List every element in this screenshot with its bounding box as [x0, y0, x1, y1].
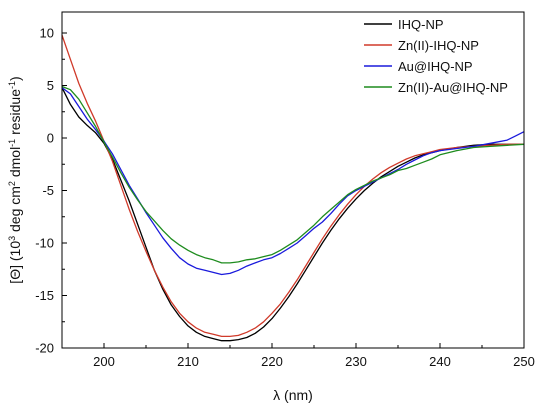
y-tick-label: 0	[47, 131, 54, 146]
y-axis-title-part: )	[7, 76, 23, 81]
y-tick-label: 10	[40, 26, 54, 41]
plot-frame	[61, 11, 525, 349]
y-axis-title-part: deg cm	[7, 186, 23, 236]
x-tick-label: 200	[93, 354, 115, 369]
legend: IHQ-NP Zn(II)-IHQ-NP Au@IHQ-NP Zn(II)-Au…	[364, 17, 508, 95]
legend-label-au-ihq-np: Au@IHQ-NP	[398, 59, 473, 74]
x-tick-label: 240	[429, 354, 451, 369]
series-line-2	[61, 87, 525, 276]
y-axis-title-part: [Θ] (10	[7, 241, 23, 284]
x-tick-label: 220	[261, 354, 283, 369]
series-line-0	[61, 87, 524, 342]
legend-label-zn-au-ihq-np: Zn(II)-Au@IHQ-NP	[398, 80, 508, 95]
y-axis-title-part: residue	[7, 89, 23, 139]
y-tick-label: -5	[42, 183, 54, 198]
y-tick-label: -20	[35, 341, 54, 356]
series-lines	[61, 34, 525, 342]
x-tick-label: 210	[177, 354, 199, 369]
y-tick-label: 5	[47, 78, 54, 93]
y-axis-title-sup: -1	[7, 139, 17, 147]
y-tick-label: -10	[35, 236, 54, 251]
y-axis-title-part: dmol	[7, 147, 23, 181]
axis-ticks: 200 210 220 230 240 250 -20 -15 -10 -5 0 5 10	[35, 26, 535, 370]
y-axis-title-sup: 2	[7, 181, 17, 186]
x-tick-label: 230	[345, 354, 367, 369]
x-tick-label: 250	[513, 354, 535, 369]
y-axis-title-sup: -1	[7, 81, 17, 89]
series-line-3	[61, 85, 525, 264]
x-axis-title: λ (nm)	[273, 387, 313, 403]
y-axis-title: [Θ] (103 deg cm2 dmol-1 residue-1)	[7, 76, 23, 283]
legend-label-zn-ihq-np: Zn(II)-IHQ-NP	[398, 38, 479, 53]
legend-label-ihq-np: IHQ-NP	[398, 17, 444, 32]
y-axis-title-sup: 3	[7, 236, 17, 241]
y-tick-label: -15	[35, 288, 54, 303]
series-line-1	[61, 34, 524, 338]
